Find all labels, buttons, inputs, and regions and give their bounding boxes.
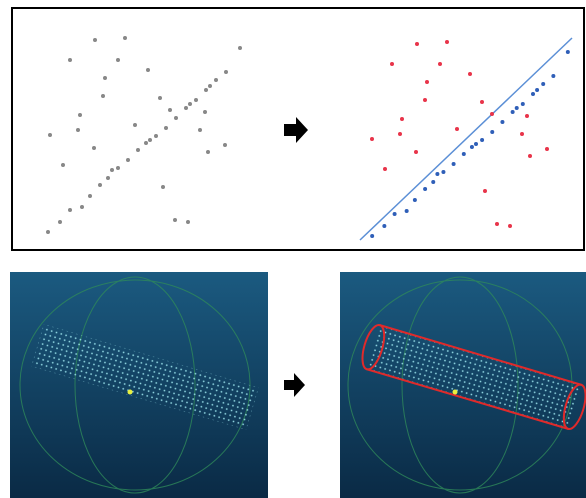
inlier — [521, 102, 525, 106]
outlier — [455, 127, 459, 131]
inlier — [393, 212, 397, 216]
outlier-raw — [61, 163, 65, 167]
inlier-raw — [174, 116, 178, 120]
inlier — [423, 187, 427, 191]
outlier — [398, 132, 402, 136]
outlier-raw — [116, 58, 120, 62]
inlier-raw — [208, 84, 212, 88]
outlier — [370, 137, 374, 141]
outlier-raw — [206, 150, 210, 154]
inlier-raw — [88, 194, 92, 198]
inlier-raw — [204, 88, 208, 92]
outlier-raw — [93, 38, 97, 42]
inlier-raw — [154, 134, 158, 138]
inlier — [515, 106, 519, 110]
outlier-raw — [158, 96, 162, 100]
outlier — [414, 150, 418, 154]
outlier — [438, 62, 442, 66]
outlier — [525, 114, 529, 118]
outlier — [490, 112, 494, 116]
outlier — [415, 42, 419, 46]
outlier-raw — [68, 58, 72, 62]
inlier — [462, 152, 466, 156]
outlier-raw — [203, 110, 207, 114]
outlier-raw — [173, 218, 177, 222]
outlier-raw — [168, 108, 172, 112]
inlier-raw — [136, 148, 140, 152]
outlier-raw — [223, 143, 227, 147]
outlier — [423, 98, 427, 102]
outlier — [445, 40, 449, 44]
inlier-raw — [116, 166, 120, 170]
inlier — [470, 145, 474, 149]
inlier-raw — [98, 183, 102, 187]
outlier-raw — [76, 128, 80, 132]
outlier-raw — [103, 76, 107, 80]
outlier-raw — [123, 36, 127, 40]
inlier — [511, 110, 515, 114]
inlier — [452, 162, 456, 166]
outlier-raw — [48, 133, 52, 137]
outlier-raw — [78, 113, 82, 117]
inlier-raw — [148, 138, 152, 142]
inlier — [490, 130, 494, 134]
inlier-raw — [164, 126, 168, 130]
outlier — [528, 154, 532, 158]
inlier — [500, 120, 504, 124]
inlier — [435, 172, 439, 176]
inlier-raw — [126, 158, 130, 162]
inlier — [431, 180, 435, 184]
inlier-raw — [68, 208, 72, 212]
inlier — [566, 50, 570, 54]
outlier — [520, 132, 524, 136]
arrow — [284, 373, 305, 397]
inlier-raw — [194, 98, 198, 102]
inlier — [531, 92, 535, 96]
inlier — [413, 198, 417, 202]
inlier — [480, 138, 484, 142]
inlier-raw — [214, 78, 218, 82]
outlier — [508, 224, 512, 228]
inlier-raw — [184, 106, 188, 110]
outlier — [400, 117, 404, 121]
outlier — [425, 80, 429, 84]
outlier — [390, 62, 394, 66]
outlier — [495, 222, 499, 226]
ransac-diagram — [0, 0, 586, 498]
inlier — [382, 224, 386, 228]
outlier-raw — [101, 94, 105, 98]
inlier — [551, 74, 555, 78]
inlier-raw — [106, 176, 110, 180]
outlier — [480, 100, 484, 104]
inlier-raw — [58, 220, 62, 224]
outlier — [468, 72, 472, 76]
outlier-raw — [146, 68, 150, 72]
inlier-raw — [188, 102, 192, 106]
inlier — [535, 88, 539, 92]
outlier-raw — [161, 185, 165, 189]
outlier-raw — [133, 123, 137, 127]
inlier-raw — [80, 205, 84, 209]
outlier — [483, 189, 487, 193]
inlier-raw — [46, 230, 50, 234]
inlier-raw — [238, 46, 242, 50]
center-point — [128, 390, 133, 395]
inlier-raw — [144, 141, 148, 145]
outlier — [383, 167, 387, 171]
outlier-raw — [198, 128, 202, 132]
outlier-raw — [186, 220, 190, 224]
center-point — [453, 390, 458, 395]
inlier — [370, 234, 374, 238]
outlier-raw — [92, 146, 96, 150]
inlier-raw — [110, 168, 114, 172]
inlier — [474, 142, 478, 146]
inlier — [441, 170, 445, 174]
inlier-raw — [224, 70, 228, 74]
inlier — [405, 209, 409, 213]
outlier — [545, 147, 549, 151]
inlier — [541, 82, 545, 86]
